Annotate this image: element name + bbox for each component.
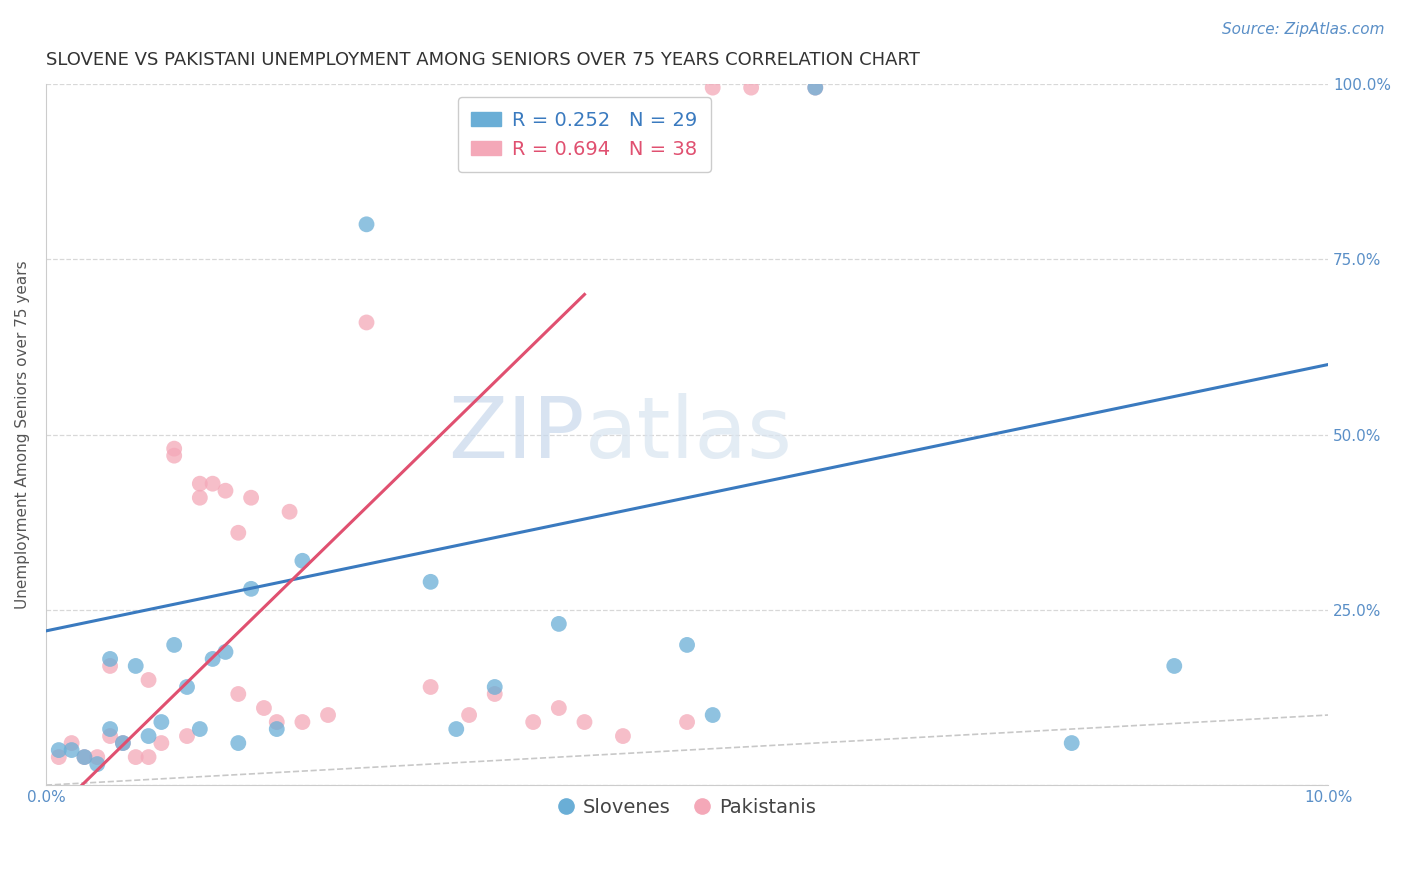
Point [201,652,224,666]
Point [1060,736,1083,750]
Point [804,80,827,95]
Point [316,708,339,723]
Point [176,729,198,743]
Point [138,673,160,687]
Point [138,729,160,743]
Point [188,722,211,736]
Point [522,714,544,729]
Point [60,743,83,757]
Point [86,757,108,772]
Text: atlas: atlas [585,393,793,476]
Point [612,729,634,743]
Point [188,491,211,505]
Point [138,750,160,764]
Point [547,701,569,715]
Point [702,708,724,723]
Point [1163,659,1185,673]
Point [150,714,173,729]
Point [266,714,288,729]
Y-axis label: Unemployment Among Seniors over 75 years: Unemployment Among Seniors over 75 years [15,260,30,609]
Point [73,750,96,764]
Point [163,442,186,456]
Point [484,680,506,694]
Point [291,554,314,568]
Point [458,708,481,723]
Point [125,750,148,764]
Point [356,316,378,330]
Point [419,574,441,589]
Point [48,743,70,757]
Point [226,525,249,540]
Point [214,483,236,498]
Point [60,736,83,750]
Point [201,476,224,491]
Point [804,80,827,95]
Point [266,722,288,736]
Text: Source: ZipAtlas.com: Source: ZipAtlas.com [1222,22,1385,37]
Point [278,505,301,519]
Point [547,616,569,631]
Point [98,729,121,743]
Text: SLOVENE VS PAKISTANI UNEMPLOYMENT AMONG SENIORS OVER 75 YEARS CORRELATION CHART: SLOVENE VS PAKISTANI UNEMPLOYMENT AMONG … [46,51,920,69]
Point [240,582,263,596]
Point [188,476,211,491]
Point [356,217,378,231]
Point [163,638,186,652]
Point [446,722,468,736]
Point [150,736,173,750]
Point [226,736,249,750]
Point [676,714,699,729]
Point [702,80,724,95]
Point [214,645,236,659]
Legend: Slovenes, Pakistanis: Slovenes, Pakistanis [550,790,824,824]
Point [240,491,263,505]
Point [291,714,314,729]
Point [98,722,121,736]
Point [176,680,198,694]
Point [676,638,699,652]
Point [48,750,70,764]
Point [253,701,276,715]
Point [98,659,121,673]
Point [163,449,186,463]
Point [226,687,249,701]
Point [740,80,762,95]
Point [86,750,108,764]
Point [73,750,96,764]
Point [125,659,148,673]
Point [98,652,121,666]
Point [574,714,596,729]
Point [111,736,134,750]
Point [111,736,134,750]
Point [484,687,506,701]
Text: ZIP: ZIP [449,393,585,476]
Point [419,680,441,694]
